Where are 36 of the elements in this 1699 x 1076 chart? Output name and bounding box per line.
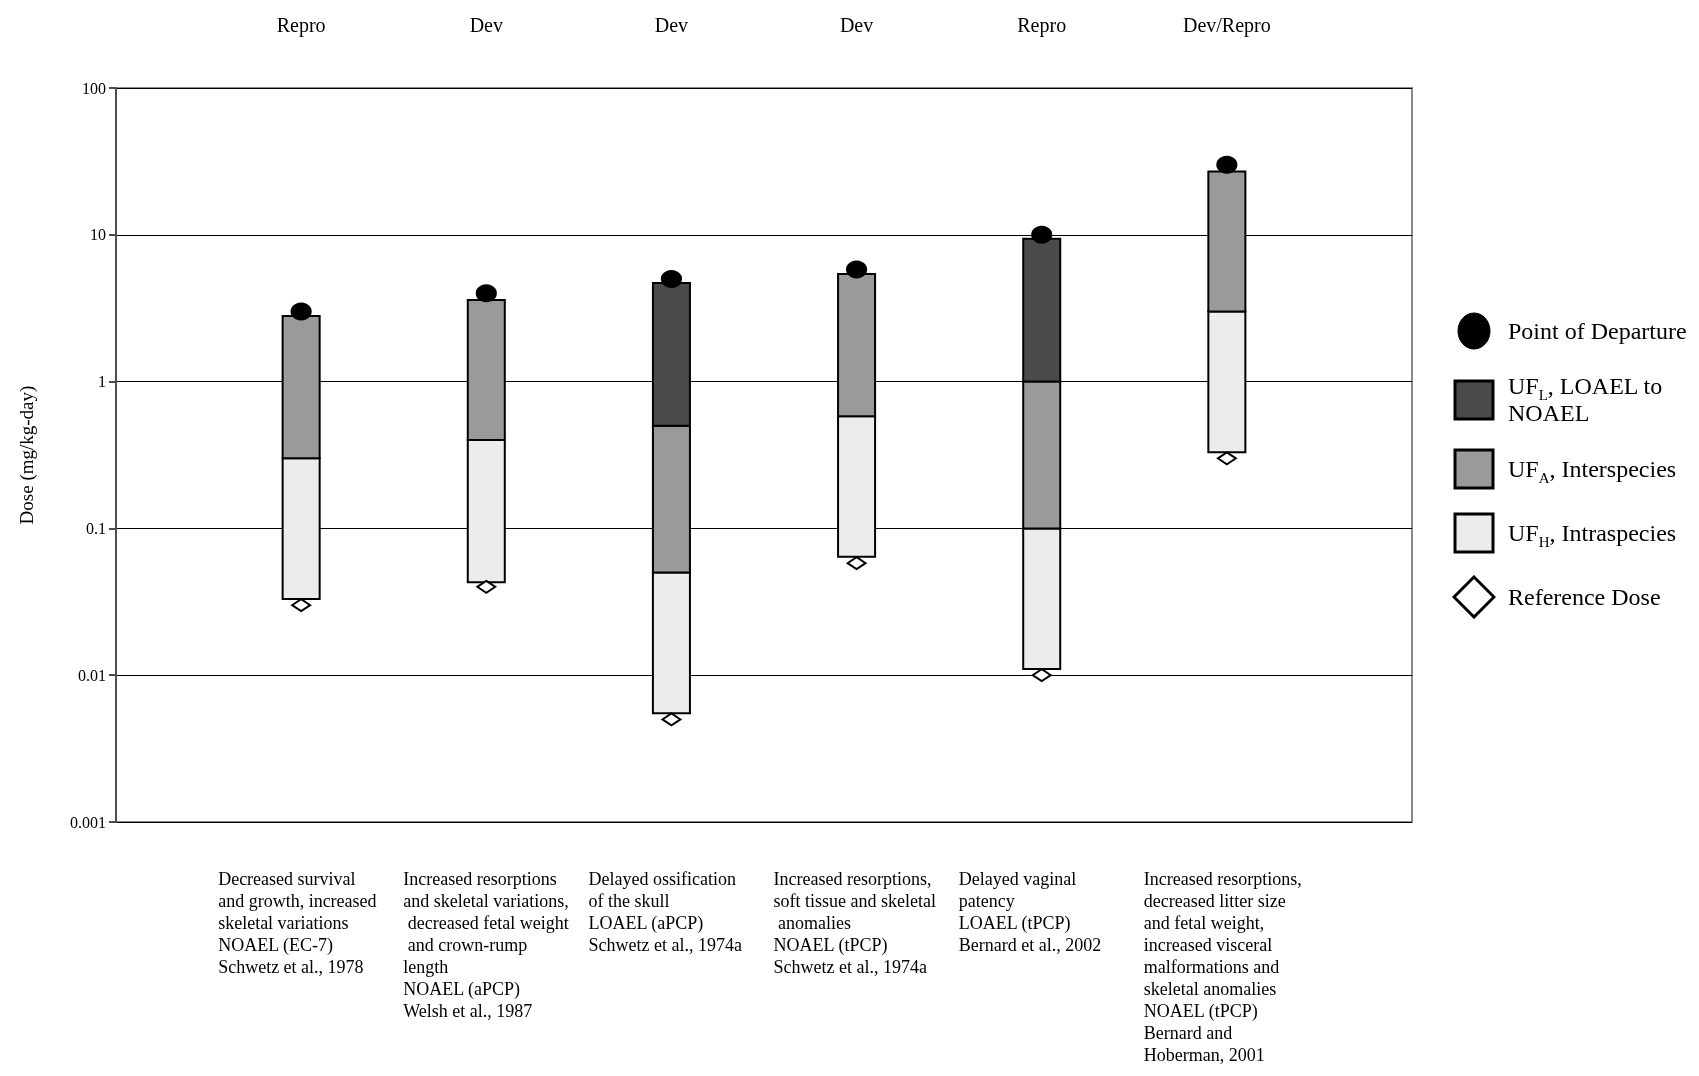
x-tick-label: Decreased survival and growth, increased skeletal variations NOAEL (EC-7) Schwetz et al., 1978 [218, 869, 382, 977]
y-tick-label: 1 [98, 373, 106, 391]
point [1031, 225, 1053, 244]
point [475, 284, 497, 303]
point [291, 598, 312, 613]
point [661, 712, 682, 727]
legend-label: Point of Departure [1508, 317, 1688, 345]
category-label: Increased resorptions, decreased litter size and fetal weight, increased visceral malformations and skeletal anomalies NOAEL (tPCP) Bernard and Hoberman, 2001 [1143, 869, 1302, 1065]
point [660, 269, 682, 288]
point [1216, 451, 1237, 466]
legend-label: UF$_{L}$, LOAEL to NOAEL [1508, 373, 1664, 427]
text: Dev/Repro [1182, 14, 1271, 37]
point [1031, 668, 1052, 683]
point [476, 579, 497, 594]
y-tick-label: 10 [90, 226, 106, 244]
legend-label: UF$_{H}$, Intraspecies [1508, 519, 1678, 550]
y-tick-label: 0.01 [78, 666, 106, 684]
y-tick-label: 0.1 [86, 519, 106, 537]
y-axis-title: Dose (mg/kg-day) [16, 385, 38, 525]
point [1216, 155, 1238, 174]
text: Dev [839, 14, 874, 36]
point [846, 260, 868, 279]
x-tick-label: Delayed ossification of the skull LOAEL (aPCP) Schwetz et al., 1974a [588, 869, 742, 955]
x-tick-label: Delayed vaginal patency LOAEL (tPCP) Bernard et al., 2002 [958, 869, 1102, 955]
legend-label: Reference Dose [1508, 583, 1662, 611]
text: Repro [276, 14, 326, 37]
legend-label: UF$_{A}$, Interspecies [1508, 455, 1678, 486]
x-tick-label: Increased resorptions, soft tissue and skeletal anomalies NOAEL (tPCP) Schwetz et al., 1974a [773, 869, 937, 977]
text: Dev [654, 14, 689, 36]
text: Dev [469, 14, 503, 36]
y-tick-label: 0.001 [70, 813, 106, 831]
point [846, 556, 867, 571]
y-tick-label: 100 [82, 79, 106, 97]
point [290, 302, 312, 321]
text: Repro [1017, 14, 1067, 37]
x-tick-label: Increased resorptions and skeletal variations, decreased fetal weight and crown-rump length NOAEL (aPCP) Welsh et al., 1987 [403, 869, 569, 1021]
